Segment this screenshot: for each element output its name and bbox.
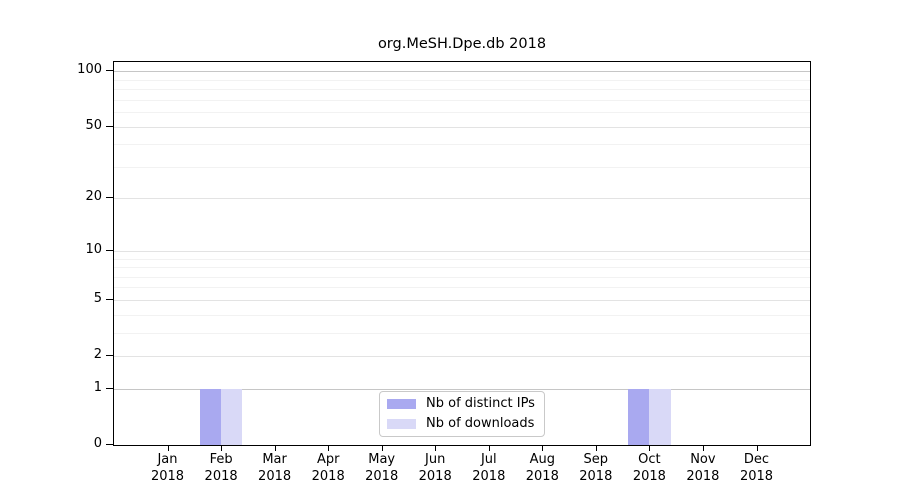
x-axis-tick (435, 445, 437, 451)
x-axis-tick (702, 445, 704, 451)
y-axis-tick (106, 444, 113, 445)
legend: Nb of distinct IPs Nb of downloads (379, 391, 545, 437)
y-axis-tick-label: 1 (93, 379, 102, 395)
x-axis-tick (274, 445, 276, 451)
x-axis-tick-label: Apr 2018 (311, 452, 345, 484)
bar-nb-of-downloads-feb-2018 (221, 388, 243, 445)
y-gridline-major (114, 250, 810, 252)
x-axis-tick-label: Feb 2018 (204, 452, 238, 484)
y-gridline-minor (114, 332, 810, 334)
x-axis-tick (167, 445, 169, 451)
x-axis-tick-label: Oct 2018 (632, 452, 666, 484)
y-gridline-major (114, 299, 810, 301)
y-axis-tick-label: 20 (85, 189, 102, 205)
y-axis-tick (106, 70, 113, 72)
x-axis-tick (328, 445, 330, 451)
y-axis-tick (106, 355, 113, 356)
y-axis-tick (106, 197, 113, 199)
x-axis-tick-label: Mar 2018 (258, 452, 292, 484)
chart-title: org.MeSH.Dpe.db 2018 (377, 36, 547, 52)
legend-swatch-nb-of-distinct-ips (387, 399, 416, 409)
y-gridline-major (114, 356, 810, 357)
x-axis-tick (595, 445, 597, 451)
legend-item-nb-of-downloads: Nb of downloads (387, 416, 544, 432)
legend-label-nb-of-distinct-ips: Nb of distinct IPs (426, 396, 535, 411)
y-gridline-minor (114, 79, 810, 81)
plot-area (113, 61, 811, 446)
y-gridline-minor (114, 89, 810, 90)
y-axis-tick (106, 125, 113, 127)
y-axis-tick-label: 50 (85, 117, 102, 133)
x-axis-tick-label: Jun 2018 (418, 452, 452, 484)
x-axis-tick-label: May 2018 (365, 452, 399, 484)
x-axis-tick (221, 445, 223, 451)
y-gridline-minor (114, 111, 810, 113)
x-axis-tick-label: Jul 2018 (472, 452, 506, 484)
legend-item-nb-of-distinct-ips: Nb of distinct IPs (387, 396, 544, 412)
y-gridline-minor (114, 267, 810, 268)
y-gridline-minor (114, 166, 810, 168)
y-gridline-minor (114, 258, 810, 260)
x-axis-tick (649, 445, 651, 451)
y-gridline-minor (114, 144, 810, 146)
x-axis-tick (756, 445, 758, 451)
y-axis-tick (106, 387, 113, 389)
bar-nb-of-downloads-oct-2018 (649, 388, 671, 445)
x-axis-tick (381, 445, 383, 451)
y-axis-tick-label: 10 (85, 241, 102, 257)
legend-label-nb-of-downloads: Nb of downloads (426, 416, 535, 431)
x-axis-tick-label: Dec 2018 (739, 452, 774, 484)
y-gridline-major (114, 71, 810, 73)
x-axis-tick (542, 445, 544, 451)
y-gridline-major (114, 126, 810, 128)
y-gridline-minor (114, 276, 810, 278)
y-gridline-minor (114, 314, 810, 316)
legend-swatch-nb-of-downloads (387, 419, 416, 429)
x-axis-tick-label: Sep 2018 (579, 452, 613, 484)
x-axis-tick (488, 445, 490, 451)
y-axis-tick-label: 100 (77, 62, 102, 78)
y-axis-tick-label: 2 (93, 347, 102, 362)
bar-nb-of-distinct-ips-feb-2018 (199, 388, 222, 445)
y-axis-tick-label: 0 (93, 436, 102, 451)
y-axis-tick (106, 249, 113, 251)
y-gridline-major (114, 388, 810, 390)
x-axis-tick-label: Nov 2018 (686, 452, 720, 484)
x-axis-tick-label: Aug 2018 (525, 452, 559, 484)
y-axis-tick (106, 298, 113, 300)
y-axis-tick-label: 5 (93, 290, 102, 306)
y-gridline-major (114, 198, 810, 200)
y-gridline-minor (114, 287, 810, 289)
bar-nb-of-distinct-ips-oct-2018 (628, 388, 650, 445)
x-axis-tick-label: Jan 2018 (150, 452, 185, 484)
y-gridline-minor (114, 99, 810, 101)
